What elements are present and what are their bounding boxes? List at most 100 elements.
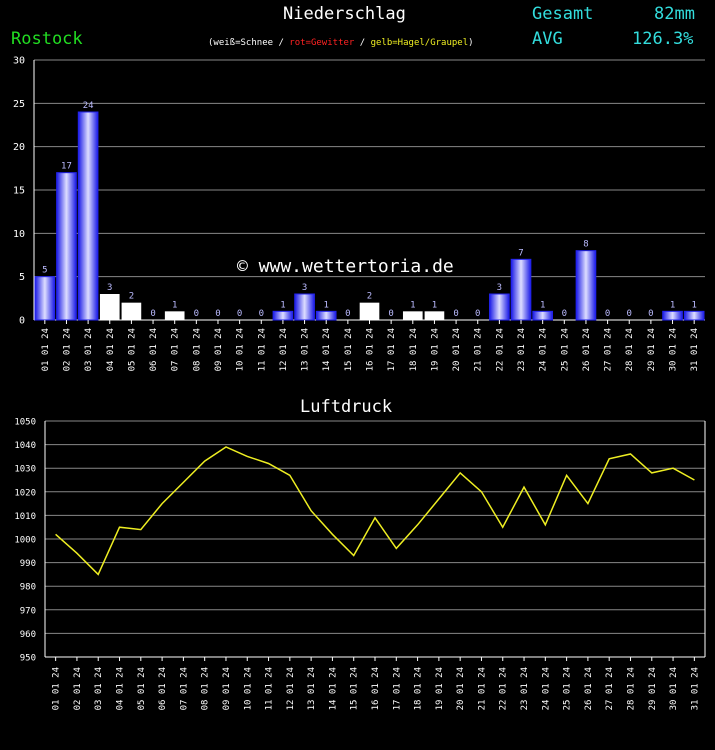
pressure-xtick-label: 06 01 24 (158, 667, 168, 710)
pressure-ytick-label: 1040 (14, 441, 36, 451)
avg-value: 126.3% (632, 29, 694, 49)
precip-bar (56, 172, 77, 320)
pressure-ytick-label: 1050 (14, 418, 36, 428)
legend-open: ( (208, 38, 214, 48)
pressure-xtick-label: 01 01 24 (52, 667, 62, 710)
chart-title-precipitation: Niederschlag (283, 4, 406, 24)
pressure-ytick-label: 1010 (14, 512, 36, 522)
pressure-xtick-label: 03 01 24 (94, 667, 104, 710)
precip-ytick-label: 30 (13, 56, 25, 67)
precip-xtick-label: 27 01 24 (604, 328, 614, 371)
pressure-xtick-label: 16 01 24 (371, 667, 381, 710)
precip-value-label: 0 (388, 309, 393, 319)
precip-value-label: 17 (61, 162, 72, 172)
pressure-xtick-label: 26 01 24 (584, 667, 594, 710)
pressure-xtick-label: 28 01 24 (626, 667, 636, 710)
precip-xtick-label: 13 01 24 (301, 328, 311, 371)
precip-xtick-label: 03 01 24 (84, 328, 94, 371)
precip-value-label: 5 (42, 266, 47, 276)
precip-value-label: 7 (518, 248, 523, 258)
legend-sep: / (354, 38, 371, 48)
precip-value-label: 1 (280, 300, 285, 310)
precip-xtick-label: 02 01 24 (62, 328, 72, 371)
pressure-xtick-label: 13 01 24 (307, 667, 317, 710)
pressure-xtick-label: 02 01 24 (73, 667, 83, 710)
precip-xtick-label: 05 01 24 (127, 328, 137, 371)
precip-bar (424, 311, 445, 320)
precip-xtick-label: 26 01 24 (582, 328, 592, 371)
precip-value-label: 0 (605, 309, 610, 319)
precip-ytick-label: 5 (19, 272, 25, 283)
precip-xtick-label: 06 01 24 (149, 328, 159, 371)
precip-value-label: 0 (562, 309, 567, 319)
precip-value-label: 1 (172, 300, 177, 310)
precip-type-legend: (weiß=Schnee / rot=Gewitter / gelb=Hagel… (208, 38, 474, 48)
pressure-xtick-label: 11 01 24 (265, 667, 275, 710)
avg-label: AVG (532, 29, 563, 49)
total-value: 82mm (654, 4, 695, 24)
precip-xtick-label: 15 01 24 (344, 328, 354, 371)
precip-xtick-label: 07 01 24 (171, 328, 181, 371)
precip-value-label: 1 (323, 300, 328, 310)
precip-bar (78, 112, 98, 320)
pressure-ytick-label: 950 (20, 654, 36, 664)
pressure-xtick-label: 12 01 24 (286, 667, 296, 710)
precip-value-label: 0 (475, 309, 480, 319)
precip-bar (402, 311, 423, 320)
precip-bar (273, 311, 293, 320)
precip-xtick-label: 19 01 24 (430, 328, 440, 371)
precip-value-label: 3 (107, 283, 112, 293)
precip-value-label: 8 (583, 240, 588, 250)
pressure-xtick-label: 08 01 24 (201, 667, 211, 710)
precip-xtick-label: 30 01 24 (669, 328, 679, 371)
pressure-xtick-label: 21 01 24 (477, 667, 487, 710)
precip-xtick-label: 16 01 24 (366, 328, 376, 371)
legend-thunder: rot=Gewitter (289, 38, 355, 48)
pressure-xtick-label: 20 01 24 (456, 667, 466, 710)
precip-xtick-label: 04 01 24 (106, 328, 116, 371)
precip-value-label: 3 (302, 283, 307, 293)
precip-xtick-label: 18 01 24 (409, 328, 419, 371)
pressure-xtick-label: 09 01 24 (222, 667, 232, 710)
precip-bar (511, 259, 531, 320)
pressure-xtick-label: 30 01 24 (669, 667, 679, 710)
pressure-xtick-label: 04 01 24 (116, 667, 126, 710)
total-label: Gesamt (532, 4, 594, 24)
precip-value-label: 24 (83, 101, 94, 111)
pressure-xtick-label: 31 01 24 (690, 667, 700, 710)
pressure-xtick-label: 24 01 24 (541, 667, 551, 710)
precip-value-label: 3 (497, 283, 502, 293)
precip-value-label: 0 (150, 309, 155, 319)
pressure-ytick-label: 960 (20, 630, 36, 640)
precip-bar (359, 302, 380, 320)
precip-xtick-label: 23 01 24 (517, 328, 527, 371)
pressure-ytick-label: 990 (20, 559, 36, 569)
precip-value-label: 2 (129, 292, 134, 302)
precip-bar (489, 294, 510, 320)
pressure-xtick-label: 18 01 24 (414, 667, 424, 710)
precip-bar (294, 294, 315, 320)
legend-snow: weiß=Schnee (213, 38, 274, 48)
precip-xtick-label: 22 01 24 (495, 328, 505, 371)
legend-sep: / (273, 38, 290, 48)
precip-xtick-label: 14 01 24 (322, 328, 332, 371)
precip-xtick-label: 21 01 24 (474, 328, 484, 371)
pressure-xtick-label: 25 01 24 (563, 667, 573, 710)
pressure-xtick-label: 22 01 24 (499, 667, 509, 710)
precip-ytick-label: 15 (13, 186, 25, 197)
precip-bar (532, 311, 553, 320)
precip-bar (35, 276, 55, 320)
pressure-xtick-label: 10 01 24 (243, 667, 253, 710)
precip-ytick-label: 25 (13, 99, 25, 110)
precip-bar (99, 294, 120, 320)
precip-xtick-label: 01 01 24 (41, 328, 51, 371)
chart-title-pressure: Luftdruck (300, 397, 393, 417)
precip-value-label: 1 (410, 300, 415, 310)
precip-value-label: 1 (432, 300, 437, 310)
precip-xtick-label: 09 01 24 (214, 328, 224, 371)
precip-value-label: 0 (648, 309, 653, 319)
legend-close: ) (468, 38, 474, 48)
precip-xtick-label: 31 01 24 (690, 328, 700, 371)
pressure-ytick-label: 1030 (14, 465, 36, 475)
